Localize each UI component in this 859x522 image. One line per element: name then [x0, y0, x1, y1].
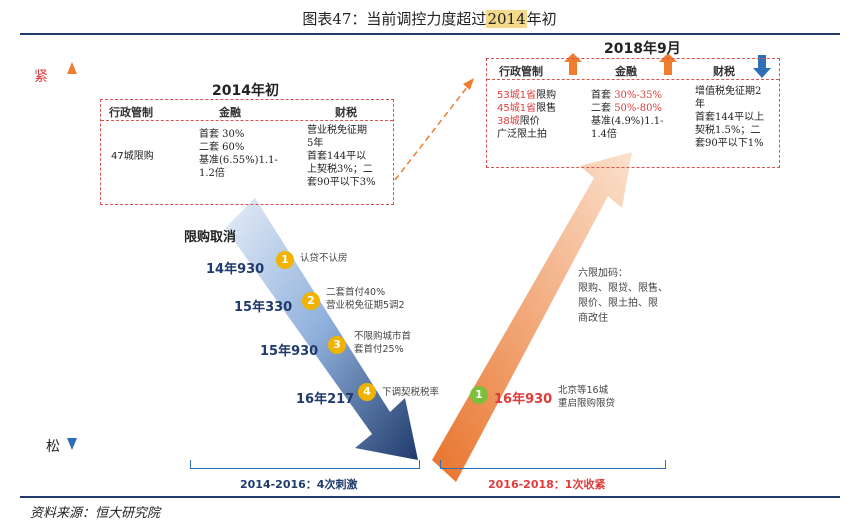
box2018-finance: 首套 30%-35% 二套 50%-80% 基准(4.9%)1.1- 1.4倍 — [591, 89, 664, 141]
easing-bracket-label: 2014-2016：4次刺激 — [240, 478, 358, 491]
axis-down-arrowhead — [67, 438, 77, 450]
tightening-bracket-label: 2016-2018：1次收紧 — [488, 478, 606, 491]
box2014-tax: 营业税免征期 5年 首套144平以 上契税3%；二 套90平以下3% — [307, 125, 376, 188]
easing-note-3: 不限购城市首 套首付25% — [354, 331, 412, 355]
title-suffix: 年初 — [526, 10, 557, 28]
admin-line: 53城1省限购 — [497, 90, 557, 101]
source-note: 资料来源：恒大研究院 — [30, 506, 161, 521]
box2018-heading: 2018年9月 — [604, 41, 681, 57]
box2018-col-tax: 财税 — [713, 65, 735, 78]
finance-line: 二套 50%-80% — [591, 103, 663, 114]
bottom-rule — [20, 496, 840, 498]
admin-line: 45城1省限售 — [497, 103, 557, 114]
axis-loose-label: 松 — [46, 439, 60, 455]
easing-date-2: 15年330 — [234, 300, 293, 315]
easing-note-2: 二套首付40% 营业税免征期5调2 — [326, 287, 405, 311]
box-2018: 行政管制 金融 财税 53城1省限购 45城1省限售 38城限价 广泛限土拍 首… — [486, 58, 780, 168]
easing-date-3: 15年930 — [260, 344, 319, 359]
title-year-highlight: 2014 — [486, 10, 527, 28]
admin-line: 广泛限土拍 — [497, 129, 547, 140]
tight-step-1-badge: 1 — [470, 386, 488, 404]
box2018-admin: 53城1省限购 45城1省限售 38城限价 广泛限土拍 — [497, 89, 556, 141]
axis-up-arrowhead — [67, 62, 77, 74]
six-limits-note: 六限加码： 限购、限贷、限售、 限价、限土拍、限 商改住 — [578, 268, 668, 324]
easing-step-4-badge: 4 — [358, 383, 376, 401]
easing-note-1: 认贷不认房 — [300, 253, 348, 264]
tightness-axis — [67, 62, 77, 450]
box2018-col-admin: 行政管制 — [499, 65, 543, 78]
tightening-bracket — [440, 460, 666, 469]
box-2014: 行政管制 金融 财税 47城限购 首套 30% 二套 60% 基准(6.55%)… — [100, 99, 394, 205]
title-prefix: 图表47：当前调控力度超过 — [302, 10, 487, 28]
easing-step-2-badge: 2 — [302, 292, 320, 310]
easing-date-1: 14年930 — [206, 262, 265, 277]
box2018-tax: 增值税免征期2 年 首套144平以上 契税1.5%；二 套90平以下1% — [695, 86, 765, 149]
easing-date-4: 16年217 — [296, 392, 355, 407]
box2014-finance: 首套 30% 二套 60% 基准(6.55%)1.1- 1.2倍 — [199, 129, 278, 179]
finance-line: 1.4倍 — [591, 129, 617, 140]
easing-label: 限购取消 — [184, 230, 237, 245]
tax-up-indicator — [659, 53, 677, 75]
finance-up-indicator — [564, 53, 582, 75]
axis-tight-label: 紧 — [34, 69, 48, 85]
admin-line: 38城限价 — [497, 116, 540, 127]
box2014-admin: 47城限购 — [111, 151, 154, 162]
finance-line: 基准(4.9%)1.1- — [591, 116, 664, 127]
easing-step-3-badge: 3 — [328, 336, 346, 354]
finance-line: 首套 30%-35% — [591, 90, 663, 101]
dashed-connector — [394, 85, 469, 181]
box2014-heading: 2014年初 — [212, 83, 279, 99]
box2018-col-finance: 金融 — [615, 65, 637, 78]
easing-arrow — [225, 198, 418, 460]
tight-note-1: 北京等16城 重启限购限贷 — [558, 385, 616, 409]
figure-title: 图表47：当前调控力度超过2014年初 — [0, 8, 859, 29]
box2014-col-admin: 行政管制 — [109, 106, 153, 119]
tax-down-indicator — [753, 55, 771, 78]
easing-bracket — [190, 460, 420, 469]
easing-step-1-badge: 1 — [276, 251, 294, 269]
box2014-col-tax: 财税 — [335, 106, 357, 119]
easing-note-4: 下调契税税率 — [382, 387, 440, 398]
box2014-col-finance: 金融 — [219, 106, 241, 119]
tight-date-1: 16年930 — [494, 392, 553, 407]
top-rule — [20, 33, 840, 35]
